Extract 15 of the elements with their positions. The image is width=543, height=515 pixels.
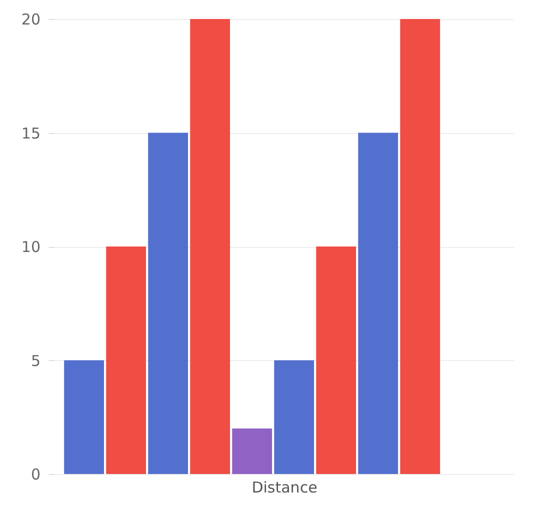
y-tick-label: 15 — [21, 124, 40, 142]
bar — [358, 132, 398, 474]
y-tick-label: 20 — [21, 10, 40, 28]
y-tick-label: 0 — [30, 466, 40, 484]
x-axis-title: Distance — [252, 478, 318, 496]
bar — [274, 360, 314, 474]
bar — [64, 360, 104, 474]
bar — [148, 132, 188, 474]
y-tick-label: 10 — [21, 238, 40, 256]
bar — [400, 19, 440, 474]
bar — [232, 428, 272, 474]
bar — [190, 19, 230, 474]
bar — [316, 246, 356, 474]
bar — [106, 246, 146, 474]
y-tick-label: 5 — [30, 352, 40, 370]
